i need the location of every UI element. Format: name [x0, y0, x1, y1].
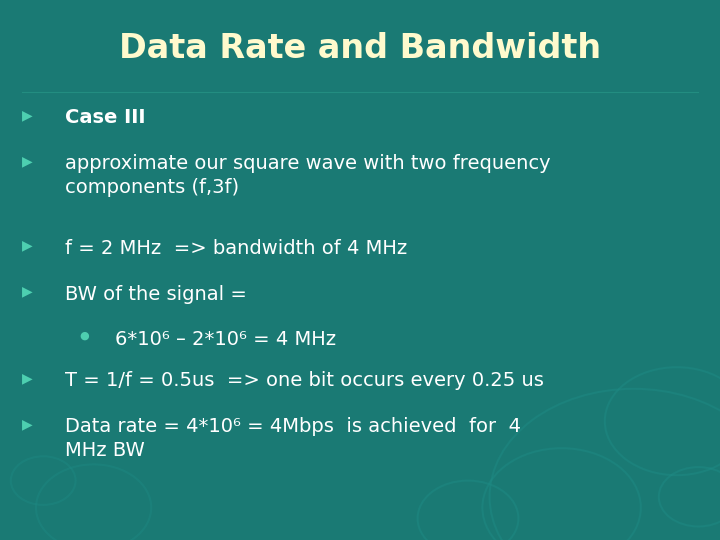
Text: Case III: Case III [65, 108, 145, 127]
Text: ▶: ▶ [22, 108, 32, 122]
Text: Data Rate and Bandwidth: Data Rate and Bandwidth [119, 32, 601, 65]
Text: T = 1/f = 0.5us  => one bit occurs every 0.25 us: T = 1/f = 0.5us => one bit occurs every … [65, 371, 544, 390]
Text: ▶: ▶ [22, 239, 32, 253]
Text: ▶: ▶ [22, 371, 32, 385]
Text: ▶: ▶ [22, 154, 32, 168]
Text: approximate our square wave with two frequency
components (f,3f): approximate our square wave with two fre… [65, 154, 550, 197]
Text: ●: ● [79, 330, 89, 341]
Text: Data rate = 4*10⁶ = 4Mbps  is achieved  for  4
MHz BW: Data rate = 4*10⁶ = 4Mbps is achieved fo… [65, 417, 521, 460]
Text: ▶: ▶ [22, 417, 32, 431]
Text: BW of the signal =: BW of the signal = [65, 285, 247, 303]
Text: f = 2 MHz  => bandwidth of 4 MHz: f = 2 MHz => bandwidth of 4 MHz [65, 239, 407, 258]
Text: 6*10⁶ – 2*10⁶ = 4 MHz: 6*10⁶ – 2*10⁶ = 4 MHz [115, 330, 336, 349]
Text: ▶: ▶ [22, 285, 32, 299]
